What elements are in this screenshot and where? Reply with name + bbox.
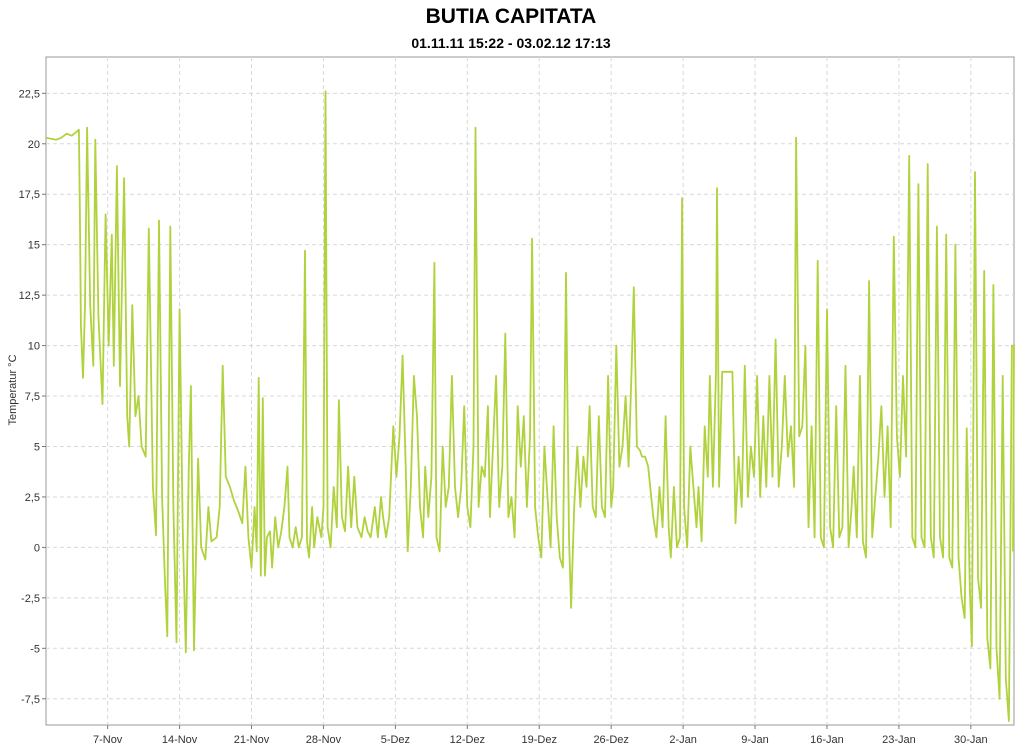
x-tick-label: 21-Nov — [234, 734, 270, 746]
temperature-series-line — [45, 90, 1015, 722]
y-axis: -7,5 -5 -2,5 0 2,5 5 7,5 10 12,5 15 17,5 20 22,5 — [19, 88, 46, 706]
x-tick-label: 19-Dez — [522, 734, 557, 746]
y-tick-label: 10 — [28, 341, 40, 353]
x-axis: 7-Nov 14-Nov 21-Nov 28-Nov 5-Dez 12-Dez 19-Dez… — [93, 725, 988, 746]
y-axis-label: Temperatur °C — [7, 354, 19, 425]
y-tick-label: 20 — [28, 139, 40, 151]
x-tick-label: 14-Nov — [162, 734, 198, 746]
gridlines — [46, 57, 1014, 725]
chart-title: BUTIA CAPITATA — [426, 5, 597, 28]
x-tick-label: 7-Nov — [93, 734, 123, 746]
x-tick-label: 28-Nov — [306, 734, 342, 746]
y-tick-label: 7,5 — [25, 391, 40, 403]
y-tick-label: 5 — [34, 441, 40, 453]
y-tick-label: -7,5 — [21, 694, 40, 706]
x-tick-label: 2-Jan — [669, 734, 697, 746]
chart-subtitle: 01.11.11 15:22 - 03.02.12 17:13 — [411, 35, 610, 51]
x-tick-label: 5-Dez — [381, 734, 410, 746]
x-tick-label: 23-Jan — [882, 734, 916, 746]
y-tick-label: -5 — [30, 643, 40, 655]
y-tick-label: 17,5 — [19, 189, 40, 201]
x-tick-label: 30-Jan — [954, 734, 988, 746]
x-tick-label: 9-Jan — [741, 734, 769, 746]
x-tick-label: 26-Dez — [593, 734, 628, 746]
x-tick-label: 12-Dez — [450, 734, 485, 746]
x-tick-label: 16-Jan — [810, 734, 844, 746]
y-tick-label: 12,5 — [19, 290, 40, 302]
y-tick-label: 22,5 — [19, 88, 40, 100]
y-tick-label: 2,5 — [25, 492, 40, 504]
y-tick-label: 0 — [34, 542, 40, 554]
y-tick-label: 15 — [28, 240, 40, 252]
y-tick-label: -2,5 — [21, 593, 40, 605]
